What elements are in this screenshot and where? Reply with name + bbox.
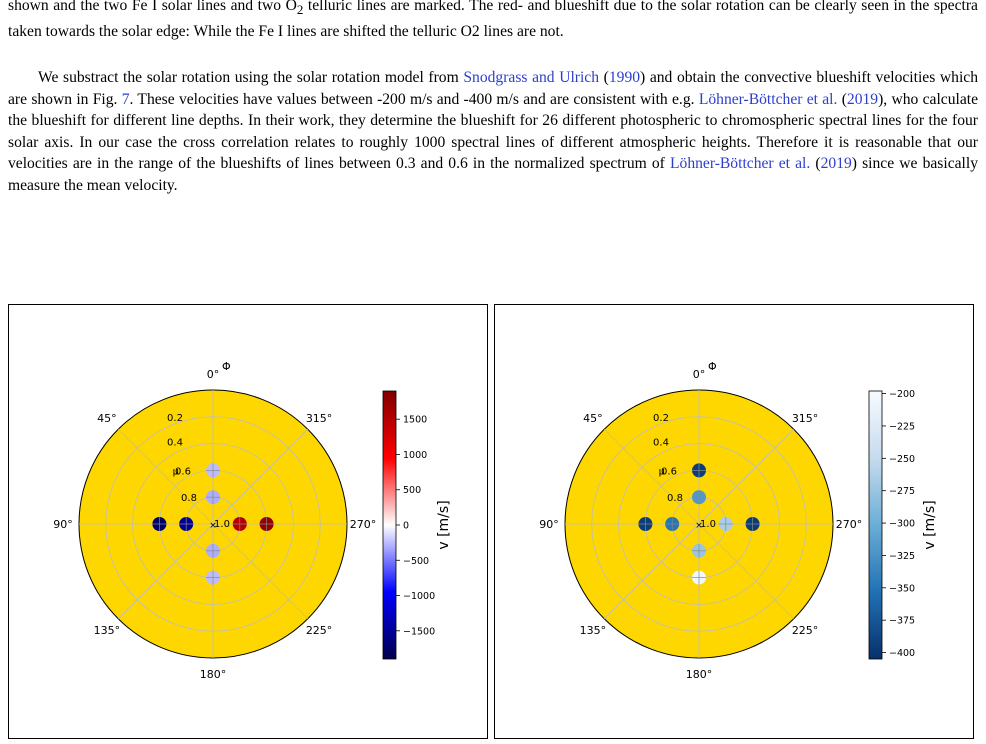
p1-text-b: telluric lines are marked. The red- and …	[8, 0, 978, 40]
r-tick-label: 0.8	[667, 493, 683, 504]
data-point	[665, 517, 680, 531]
r-tick-label: 0.2	[167, 413, 183, 424]
figure-panel-rotation-velocity: 0° 45° 90° 135° 180° 225° 270° 315° Φ 0.2 0.4 0.6 0.…	[8, 304, 488, 739]
data-point	[179, 517, 194, 531]
citation-lohner-link[interactable]: Löhner-Böttcher et al.	[698, 90, 838, 108]
theta-axis-label: Φ	[222, 360, 231, 373]
polar-chart-rotation: 0° 45° 90° 135° 180° 225° 270° 315° Φ 0.2 0.4 0.6 0.…	[53, 360, 452, 681]
r-tick-label: 0.2	[653, 413, 669, 424]
r-axis-label: μ	[659, 466, 666, 477]
colorbar-tick-label: 1500	[403, 415, 427, 426]
p2-text-c: . These velocities have values between -…	[129, 90, 699, 108]
colorbar-tick-label: −200	[889, 389, 915, 400]
theta-tick-label: 315°	[792, 412, 819, 425]
theta-tick-label: 180°	[200, 668, 227, 681]
colorbar-tick-label: −500	[403, 556, 429, 567]
grid-spoke	[212, 428, 309, 525]
p2-text-a: We substract the solar rotation using th…	[38, 69, 464, 86]
colorbar-tick-label: −375	[889, 616, 915, 627]
grid-spoke	[117, 523, 214, 620]
r-tick-label: 0.6	[661, 466, 677, 477]
p2-text-d: , who calculate the blueshift for differ…	[8, 90, 979, 173]
theta-tick-label: 315°	[306, 412, 333, 425]
data-point	[206, 570, 220, 585]
figure-panel-convective-blueshift: 0° 45° 90° 135° 180° 225° 270° 315° Φ 0.2 0.4 0.6 0.…	[494, 304, 974, 739]
colorbar-tick-label: −300	[889, 519, 915, 530]
r-tick-label: 0.4	[653, 438, 669, 449]
colorbar-tick-label: 1000	[403, 450, 427, 461]
data-point	[206, 490, 220, 505]
theta-tick-label: 90°	[53, 518, 73, 531]
data-point	[259, 517, 274, 531]
theta-tick-label: 180°	[686, 668, 713, 681]
p2-text-b: and obtain the convective blueshift velo…	[8, 69, 979, 108]
theta-tick-label: 225°	[306, 624, 333, 637]
colorbar-label: v [m/s]	[436, 500, 452, 549]
p2-text-e: since we basically measure the mean velo…	[8, 155, 979, 194]
figure-7-link[interactable]: 7	[121, 90, 130, 108]
theta-tick-label: 45°	[97, 412, 117, 425]
r-axis-label: μ	[173, 466, 180, 477]
colorbar-tick-label: −325	[889, 551, 915, 562]
theta-tick-label: 0°	[693, 368, 706, 381]
citation-lohner-year-link[interactable]: 2019	[846, 90, 879, 108]
data-point	[232, 517, 247, 531]
grid-spoke	[603, 523, 700, 620]
colorbar-tick-label: −1000	[403, 591, 435, 602]
citation-snodgrass-year-link[interactable]: 1990	[608, 69, 641, 86]
grid-spoke	[698, 428, 795, 525]
origin-mark: ×	[209, 521, 217, 531]
data-point	[206, 543, 220, 558]
data-point	[692, 570, 706, 585]
colorbar-tick-label: −250	[889, 454, 915, 465]
data-point	[718, 517, 733, 531]
colorbar-tick-label: 0	[403, 521, 409, 532]
colorbar	[382, 390, 397, 660]
theta-tick-label: 90°	[539, 518, 559, 531]
theta-tick-label: 135°	[94, 624, 121, 637]
citation-lohner-year-link-2[interactable]: 2019	[820, 155, 852, 173]
citation-lohner-link-2[interactable]: Löhner-Böttcher et al.	[670, 155, 811, 173]
r-tick-label: 0.8	[181, 493, 197, 504]
r-tick-label: 0.6	[175, 466, 191, 477]
colorbar-tick-label: −275	[889, 486, 915, 497]
theta-axis-label: Φ	[708, 360, 717, 373]
data-point	[206, 463, 220, 478]
grid-spoke	[698, 523, 795, 620]
theta-tick-label: 45°	[583, 412, 603, 425]
colorbar-tick-label: −400	[889, 648, 915, 659]
r-tick-label-center: 1.0	[214, 519, 230, 530]
paragraph-2: We substract the solar rotation using th…	[8, 69, 979, 194]
data-point	[692, 543, 706, 558]
colorbar-tick-label: −225	[889, 421, 915, 432]
theta-tick-label: 135°	[580, 624, 607, 637]
r-tick-label: 0.4	[167, 438, 183, 449]
r-tick-label-center: 1.0	[700, 519, 716, 530]
colorbar-tick-label: −1500	[403, 626, 435, 637]
citation-snodgrass-link[interactable]: Snodgrass and Ulrich	[463, 69, 600, 86]
polar-chart-blueshift: 0° 45° 90° 135° 180° 225° 270° 315° Φ 0.2 0.4 0.6 0.…	[539, 360, 938, 681]
data-point	[692, 490, 706, 505]
colorbar-label: v [m/s]	[922, 500, 938, 549]
grid-spoke	[117, 428, 214, 525]
colorbar	[868, 390, 883, 660]
data-point	[745, 517, 760, 531]
theta-tick-label: 0°	[207, 368, 220, 381]
o2-subscript: 2	[296, 2, 304, 18]
theta-tick-label: 225°	[792, 624, 819, 637]
paragraph-1: shown and the two Fe I solar lines and t…	[8, 0, 978, 42]
theta-tick-label: 270°	[350, 518, 377, 531]
data-point	[638, 517, 653, 531]
colorbar-tick-label: −350	[889, 583, 915, 594]
grid-spoke	[603, 428, 700, 525]
grid-spoke	[212, 523, 309, 620]
theta-tick-label: 270°	[836, 518, 863, 531]
data-point	[692, 463, 706, 478]
colorbar-tick-label: 500	[403, 485, 421, 496]
p1-text: shown and the two Fe I solar lines and t…	[8, 0, 297, 14]
origin-mark: ×	[695, 521, 703, 531]
data-point	[152, 517, 167, 531]
